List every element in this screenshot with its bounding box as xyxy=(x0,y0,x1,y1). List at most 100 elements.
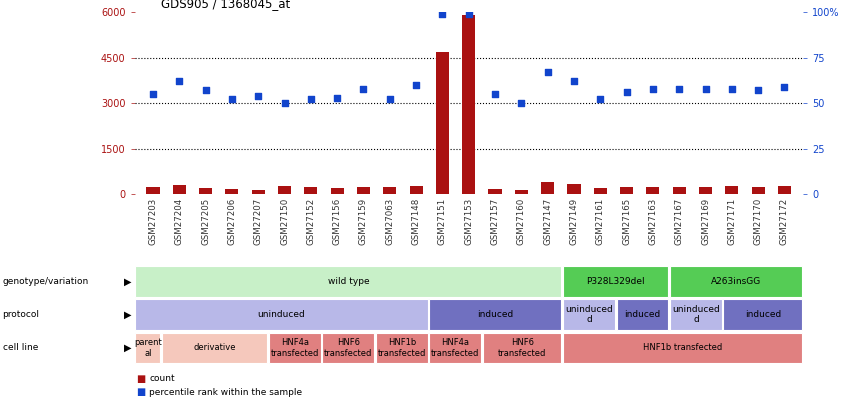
Text: GSM27151: GSM27151 xyxy=(438,198,447,245)
Text: induced: induced xyxy=(624,310,661,319)
Bar xyxy=(252,190,265,194)
Bar xyxy=(726,186,739,194)
Text: uninduced
d: uninduced d xyxy=(565,305,613,324)
Bar xyxy=(752,187,765,194)
Point xyxy=(146,91,160,97)
Bar xyxy=(724,299,802,330)
Bar xyxy=(620,187,633,194)
Point xyxy=(646,85,660,92)
Point xyxy=(330,94,344,101)
Text: GSM27203: GSM27203 xyxy=(148,198,157,245)
Text: GSM27150: GSM27150 xyxy=(280,198,289,245)
Bar xyxy=(376,333,428,363)
Text: wild type: wild type xyxy=(327,277,369,286)
Bar xyxy=(489,189,502,194)
Text: ■: ■ xyxy=(136,387,146,397)
Point xyxy=(515,100,529,107)
Bar xyxy=(383,187,397,194)
Text: GSM27152: GSM27152 xyxy=(306,198,315,245)
Bar xyxy=(430,333,481,363)
Text: parent
al: parent al xyxy=(134,338,161,358)
Text: uninduced: uninduced xyxy=(258,310,306,319)
Text: GSM27161: GSM27161 xyxy=(595,198,605,245)
Text: ■: ■ xyxy=(136,374,146,384)
Text: count: count xyxy=(149,374,175,383)
Bar xyxy=(699,187,712,194)
Bar xyxy=(199,188,212,194)
Bar xyxy=(563,266,668,297)
Point xyxy=(541,69,555,75)
Text: A263insGG: A263insGG xyxy=(711,277,761,286)
Bar xyxy=(778,186,791,194)
Text: ▶: ▶ xyxy=(124,310,131,320)
Point xyxy=(199,87,213,94)
Point xyxy=(594,96,608,103)
Bar xyxy=(594,188,607,194)
Text: GSM27204: GSM27204 xyxy=(174,198,184,245)
Bar xyxy=(568,184,581,194)
Point xyxy=(620,89,634,96)
Bar xyxy=(269,333,321,363)
Text: GSM27156: GSM27156 xyxy=(332,198,342,245)
Text: derivative: derivative xyxy=(194,343,236,352)
Bar xyxy=(563,299,615,330)
Text: genotype/variation: genotype/variation xyxy=(3,277,89,286)
Text: cell line: cell line xyxy=(3,343,38,352)
Bar xyxy=(278,186,291,194)
Bar xyxy=(173,185,186,194)
Bar xyxy=(430,299,562,330)
Text: percentile rank within the sample: percentile rank within the sample xyxy=(149,388,302,396)
Point xyxy=(725,85,739,92)
Point xyxy=(251,93,265,99)
Point xyxy=(778,83,792,90)
Text: GSM27165: GSM27165 xyxy=(622,198,631,245)
Bar xyxy=(462,15,476,194)
Text: GSM27170: GSM27170 xyxy=(753,198,763,245)
Text: HNF1b
transfected: HNF1b transfected xyxy=(378,338,426,358)
Text: GSM27063: GSM27063 xyxy=(385,198,394,245)
Text: GSM27159: GSM27159 xyxy=(359,198,368,245)
Text: HNF1b transfected: HNF1b transfected xyxy=(643,343,722,352)
Bar xyxy=(305,188,318,194)
Text: GSM27163: GSM27163 xyxy=(648,198,657,245)
Bar xyxy=(323,333,374,363)
Point xyxy=(383,96,397,103)
Bar xyxy=(226,189,239,194)
Text: HNF4a
transfected: HNF4a transfected xyxy=(271,338,319,358)
Text: GSM27171: GSM27171 xyxy=(727,198,736,245)
Bar xyxy=(647,187,660,194)
Bar xyxy=(563,333,802,363)
Bar xyxy=(515,190,528,194)
Bar xyxy=(331,188,344,194)
Text: induced: induced xyxy=(745,310,781,319)
Bar xyxy=(483,333,562,363)
Text: GDS905 / 1368045_at: GDS905 / 1368045_at xyxy=(161,0,290,10)
Point xyxy=(409,82,423,88)
Bar xyxy=(673,187,686,194)
Text: uninduced
d: uninduced d xyxy=(672,305,720,324)
Text: GSM27167: GSM27167 xyxy=(674,198,684,245)
Point xyxy=(462,11,476,17)
Text: induced: induced xyxy=(477,310,514,319)
Point xyxy=(304,96,318,103)
Bar xyxy=(670,266,802,297)
Text: ▶: ▶ xyxy=(124,343,131,353)
Bar xyxy=(135,299,428,330)
Text: ▶: ▶ xyxy=(124,277,131,286)
Bar xyxy=(357,188,370,194)
Text: GSM27206: GSM27206 xyxy=(227,198,236,245)
Bar xyxy=(616,299,668,330)
Bar xyxy=(147,187,160,194)
Bar xyxy=(162,333,267,363)
Text: GSM27169: GSM27169 xyxy=(701,198,710,245)
Text: GSM27147: GSM27147 xyxy=(543,198,552,245)
Text: GSM27205: GSM27205 xyxy=(201,198,210,245)
Text: GSM27172: GSM27172 xyxy=(780,198,789,245)
Bar xyxy=(541,183,555,194)
Text: GSM27153: GSM27153 xyxy=(464,198,473,245)
Point xyxy=(488,91,502,97)
Point xyxy=(751,87,765,94)
Bar xyxy=(135,333,161,363)
Bar xyxy=(410,185,423,194)
Bar xyxy=(670,299,722,330)
